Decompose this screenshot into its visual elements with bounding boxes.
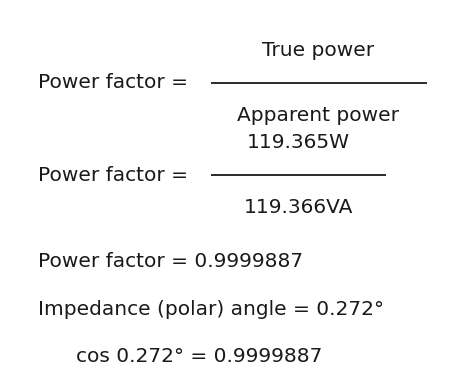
Text: 119.366VA: 119.366VA [244, 198, 353, 218]
Text: Power factor = 0.9999887: Power factor = 0.9999887 [38, 252, 303, 271]
Text: Power factor =: Power factor = [38, 166, 194, 185]
Text: Impedance (polar) angle = 0.272°: Impedance (polar) angle = 0.272° [38, 300, 384, 320]
Text: Apparent power: Apparent power [237, 106, 399, 125]
Text: Power factor =: Power factor = [38, 73, 194, 92]
Text: True power: True power [262, 40, 374, 60]
Text: cos 0.272° = 0.9999887: cos 0.272° = 0.9999887 [76, 346, 322, 366]
Text: 119.365W: 119.365W [247, 133, 350, 152]
